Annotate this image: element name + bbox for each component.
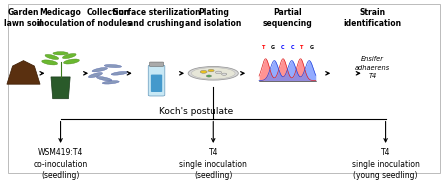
FancyBboxPatch shape (148, 65, 165, 96)
Text: T4
single inoculation
(seedling): T4 single inoculation (seedling) (179, 148, 247, 180)
FancyBboxPatch shape (150, 62, 163, 66)
Ellipse shape (188, 67, 238, 80)
Ellipse shape (111, 71, 128, 75)
Ellipse shape (45, 54, 58, 60)
Text: C: C (291, 45, 294, 50)
Polygon shape (7, 61, 40, 84)
Ellipse shape (42, 60, 58, 65)
Text: Partial
sequencing: Partial sequencing (263, 8, 312, 28)
Text: C: C (281, 45, 284, 50)
Circle shape (206, 75, 211, 77)
Text: Surface sterilization
and crushing: Surface sterilization and crushing (113, 8, 200, 28)
Text: Garden
lawn soil: Garden lawn soil (4, 8, 43, 28)
Text: Ensifer
adhaerens
T4: Ensifer adhaerens T4 (355, 56, 390, 79)
Ellipse shape (191, 67, 235, 79)
Ellipse shape (62, 54, 76, 59)
Ellipse shape (97, 77, 112, 81)
Ellipse shape (102, 81, 119, 84)
Text: Medicago
inoculation: Medicago inoculation (36, 8, 85, 28)
FancyBboxPatch shape (151, 75, 162, 92)
Ellipse shape (53, 52, 68, 55)
Text: Koch's postulate: Koch's postulate (159, 107, 233, 116)
Ellipse shape (63, 59, 79, 64)
Text: Collection
of nodules: Collection of nodules (86, 8, 132, 28)
Circle shape (200, 70, 207, 73)
Text: WSM419:T4
co-inoculation
(seedling): WSM419:T4 co-inoculation (seedling) (33, 148, 88, 180)
Text: T: T (300, 45, 303, 50)
Circle shape (208, 69, 214, 72)
Text: Strain
identification: Strain identification (343, 8, 401, 28)
Circle shape (215, 71, 222, 74)
Text: T: T (262, 45, 265, 50)
Text: Plating
and isolation: Plating and isolation (185, 8, 241, 28)
Text: G: G (309, 45, 313, 50)
Circle shape (222, 73, 227, 75)
Ellipse shape (92, 67, 108, 72)
Polygon shape (51, 77, 70, 99)
Text: T4
single inoculation
(young seedling): T4 single inoculation (young seedling) (352, 148, 420, 180)
FancyBboxPatch shape (8, 4, 440, 173)
Ellipse shape (104, 64, 121, 68)
Ellipse shape (89, 73, 102, 78)
Text: G: G (271, 45, 275, 50)
